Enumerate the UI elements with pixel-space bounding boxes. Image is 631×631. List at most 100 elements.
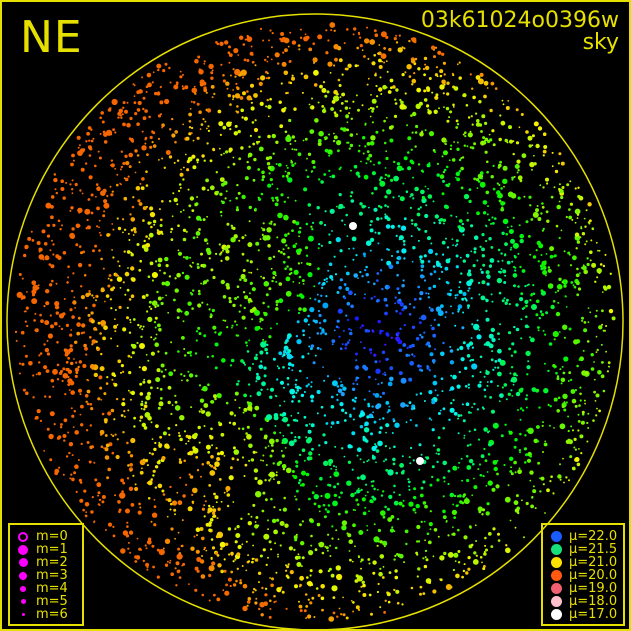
star-point bbox=[249, 281, 253, 285]
star-point bbox=[255, 516, 259, 519]
star-point bbox=[519, 451, 521, 454]
star-point bbox=[490, 175, 494, 179]
star-point bbox=[387, 600, 391, 604]
star-point bbox=[272, 271, 277, 275]
star-point bbox=[264, 347, 268, 352]
star-point bbox=[118, 265, 121, 267]
star-point bbox=[291, 74, 294, 77]
star-point bbox=[297, 311, 301, 315]
star-point bbox=[437, 50, 442, 55]
star-point bbox=[126, 101, 129, 104]
star-point bbox=[164, 443, 170, 449]
star-point bbox=[536, 425, 540, 429]
star-point bbox=[398, 238, 401, 241]
star-point bbox=[569, 180, 572, 183]
star-point bbox=[489, 258, 495, 263]
star-point bbox=[162, 374, 166, 378]
star-point bbox=[364, 145, 367, 148]
star-point bbox=[59, 426, 63, 429]
star-point bbox=[442, 460, 448, 466]
star-point bbox=[510, 225, 513, 228]
star-point bbox=[458, 286, 461, 288]
star-point bbox=[568, 327, 572, 331]
star-point bbox=[43, 365, 48, 370]
star-point bbox=[296, 562, 302, 567]
star-point bbox=[500, 120, 506, 126]
star-point bbox=[445, 281, 449, 284]
star-point bbox=[316, 293, 319, 296]
star-point bbox=[476, 119, 480, 123]
star-point bbox=[384, 177, 387, 180]
star-point bbox=[449, 289, 453, 292]
star-point bbox=[463, 535, 468, 540]
star-point bbox=[196, 263, 200, 266]
star-point bbox=[225, 485, 231, 492]
star-point bbox=[233, 48, 239, 54]
star-point bbox=[387, 409, 391, 412]
star-point bbox=[226, 504, 230, 508]
star-point bbox=[385, 156, 389, 161]
star-point bbox=[198, 332, 202, 336]
star-point bbox=[468, 430, 471, 433]
star-point bbox=[403, 156, 408, 161]
star-point bbox=[205, 91, 208, 94]
star-point bbox=[407, 166, 412, 171]
star-point bbox=[494, 366, 497, 369]
star-point bbox=[419, 321, 422, 324]
star-point bbox=[355, 254, 358, 257]
star-point bbox=[223, 152, 225, 155]
star-point bbox=[371, 171, 376, 176]
star-point bbox=[443, 168, 447, 172]
star-point bbox=[581, 410, 585, 414]
star-point bbox=[283, 496, 287, 500]
star-point bbox=[403, 47, 406, 50]
star-point bbox=[363, 461, 365, 464]
star-point bbox=[331, 230, 333, 232]
star-point bbox=[133, 230, 137, 234]
star-point bbox=[253, 93, 258, 98]
star-point bbox=[538, 406, 541, 409]
star-point bbox=[241, 543, 244, 546]
star-point bbox=[542, 227, 545, 230]
star-point bbox=[269, 454, 273, 458]
star-point bbox=[325, 280, 328, 283]
star-point bbox=[563, 356, 569, 362]
star-point bbox=[244, 463, 248, 467]
star-point bbox=[542, 329, 545, 332]
star-point bbox=[442, 407, 446, 411]
star-point bbox=[201, 463, 205, 466]
star-point bbox=[256, 268, 259, 271]
star-point bbox=[86, 389, 91, 394]
star-point bbox=[213, 92, 216, 96]
star-point bbox=[126, 477, 130, 480]
star-point bbox=[424, 185, 427, 188]
star-point bbox=[398, 501, 403, 506]
star-point bbox=[539, 490, 542, 493]
color-swatch-icon bbox=[543, 609, 569, 620]
star-point bbox=[524, 397, 528, 401]
star-point bbox=[392, 462, 396, 466]
star-point bbox=[247, 513, 250, 516]
star-point bbox=[150, 421, 153, 424]
star-point bbox=[383, 61, 386, 64]
star-point bbox=[454, 297, 457, 299]
color-swatch-icon bbox=[543, 570, 569, 581]
star-point bbox=[394, 102, 398, 105]
star-point bbox=[569, 264, 573, 267]
star-point bbox=[294, 140, 297, 142]
star-point bbox=[39, 352, 43, 355]
star-point bbox=[148, 452, 151, 455]
star-point bbox=[373, 487, 376, 491]
star-point bbox=[430, 308, 434, 312]
star-point bbox=[188, 583, 190, 585]
star-point bbox=[555, 371, 558, 375]
star-point bbox=[259, 554, 263, 558]
star-point bbox=[486, 87, 489, 89]
star-point bbox=[417, 364, 421, 368]
star-point bbox=[574, 187, 577, 190]
star-point bbox=[178, 189, 181, 193]
star-point bbox=[473, 177, 477, 181]
star-point bbox=[439, 218, 444, 222]
star-point bbox=[415, 336, 420, 341]
